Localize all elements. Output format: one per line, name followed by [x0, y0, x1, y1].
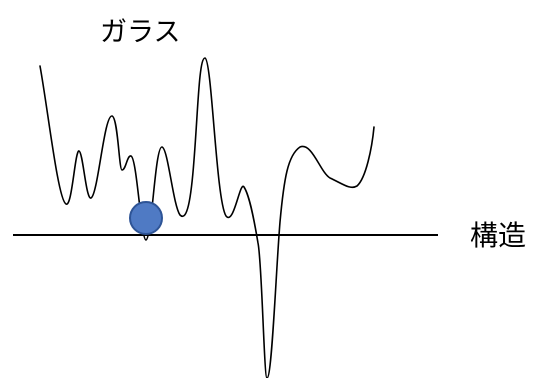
structure-axis-label: 構造 — [470, 219, 527, 252]
glass-label: ガラス — [100, 17, 181, 48]
state-marker-ball — [129, 201, 163, 235]
energy-curve — [39, 57, 375, 379]
